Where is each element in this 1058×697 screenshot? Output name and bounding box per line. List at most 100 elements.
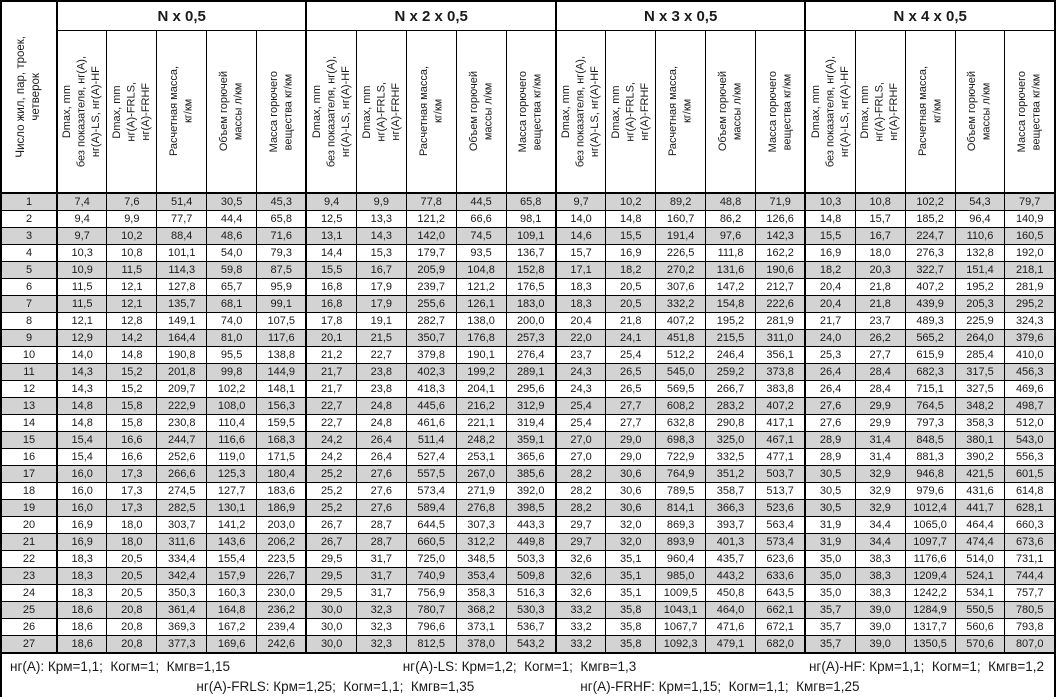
cell: 14,2 <box>106 329 158 347</box>
cell: 138,8 <box>256 346 307 364</box>
cell: 30,6 <box>605 482 657 500</box>
cell: 27,6 <box>355 465 407 483</box>
cell: 138,0 <box>455 312 507 330</box>
cell: 27,7 <box>854 346 906 364</box>
cell: 226,7 <box>256 567 307 585</box>
cell: 87,5 <box>256 261 307 279</box>
cell: 545,0 <box>655 363 707 381</box>
table-row: 26 18,6 20,8 369,3 167,2 239,4 30,0 32,3 796,6 37… <box>0 618 1056 636</box>
cell: 780,5 <box>1004 601 1056 619</box>
cell: 401,3 <box>705 533 756 551</box>
cell: 167,2 <box>206 618 258 636</box>
cell: 77,8 <box>405 192 457 211</box>
cell: 201,8 <box>156 363 208 381</box>
cell: 276,3 <box>904 244 956 262</box>
cell: 266,6 <box>156 465 208 483</box>
cell: 110,4 <box>206 414 258 432</box>
table-row: 17 16,0 17,3 266,6 125,3 180,4 25,2 27,6 557,5 26… <box>0 465 1056 483</box>
cell: 160,7 <box>655 210 707 228</box>
cell: 534,1 <box>954 584 1006 602</box>
footnote-line-2: нг(A)-FRLS: Крм=1,25; Когм=1,1; Кмгв=1,3… <box>2 677 1054 697</box>
cell: 107,5 <box>256 312 307 330</box>
cell: 443,2 <box>705 567 756 585</box>
cell: 445,6 <box>405 397 457 415</box>
cell: 20,4 <box>554 312 607 330</box>
cell: 32,6 <box>554 567 607 585</box>
cell: 509,8 <box>505 567 557 585</box>
cell: 169,6 <box>206 635 258 654</box>
cell: 11,5 <box>106 261 158 279</box>
cell: 307,3 <box>455 516 507 534</box>
cell: 44,4 <box>206 210 258 228</box>
cell: 30,0 <box>305 618 357 636</box>
cell: 28,2 <box>554 482 607 500</box>
column-header: Масса горючего вещества кг/км <box>1004 30 1056 194</box>
cell: 303,7 <box>156 516 208 534</box>
row-number: 11 <box>0 363 58 381</box>
cell: 257,3 <box>505 329 557 347</box>
cell: 18,6 <box>56 635 108 654</box>
cell: 368,2 <box>455 601 507 619</box>
row-number: 12 <box>0 380 58 398</box>
cell: 35,0 <box>804 584 856 602</box>
cell: 410,0 <box>1004 346 1056 364</box>
cell: 27,0 <box>554 431 607 449</box>
cell: 24,1 <box>605 329 657 347</box>
cell: 23,8 <box>355 363 407 381</box>
cell: 12,1 <box>106 278 158 296</box>
cell: 126,6 <box>754 210 806 228</box>
cell: 601,5 <box>1004 465 1056 483</box>
cell: 205,9 <box>405 261 457 279</box>
cell: 869,3 <box>655 516 707 534</box>
cell: 140,9 <box>1004 210 1056 228</box>
cell: 27,7 <box>605 414 657 432</box>
cell: 162,2 <box>754 244 806 262</box>
group-header-row: Число жил, пар, троек, четверок N x 0,5 N… <box>0 0 1056 194</box>
cell: 514,0 <box>954 550 1006 568</box>
row-number: 21 <box>0 533 58 551</box>
cell: 215,5 <box>705 329 756 347</box>
cell: 71,9 <box>754 192 806 211</box>
cell: 95,5 <box>206 346 258 364</box>
cell: 319,4 <box>505 414 557 432</box>
cell: 244,7 <box>156 431 208 449</box>
cell: 32,3 <box>355 618 407 636</box>
row-number: 13 <box>0 397 58 415</box>
cell: 191,4 <box>655 227 707 245</box>
cell: 14,4 <box>305 244 357 262</box>
cell: 114,3 <box>156 261 208 279</box>
cell: 379,8 <box>405 346 457 364</box>
cell: 121,2 <box>405 210 457 228</box>
table-row: 12 14,3 15,2 209,7 102,2 148,1 21,7 23,8 418,3 20… <box>0 380 1056 398</box>
cell: 102,2 <box>904 192 956 211</box>
column-header-label: Dmax, mm нг(A)-FRLS, нг(A)-FRHF <box>360 81 402 142</box>
cell: 102,2 <box>206 380 258 398</box>
cell: 31,4 <box>854 431 906 449</box>
cell: 111,8 <box>705 244 756 262</box>
cell: 643,5 <box>754 584 806 602</box>
cell: 130,1 <box>206 499 258 517</box>
cell: 34,4 <box>854 516 906 534</box>
cell: 359,1 <box>505 431 557 449</box>
cell: 307,6 <box>655 278 707 296</box>
cell: 17,3 <box>106 465 158 483</box>
cell: 30,5 <box>206 192 258 211</box>
cell: 570,6 <box>954 635 1006 654</box>
row-count-header: Число жил, пар, троек, четверок <box>0 0 58 194</box>
cell: 385,6 <box>505 465 557 483</box>
cell: 224,7 <box>904 227 956 245</box>
cell: 17,3 <box>106 482 158 500</box>
cell: 358,7 <box>705 482 756 500</box>
cell: 373,8 <box>754 363 806 381</box>
cell: 513,7 <box>754 482 806 500</box>
column-header: Dmax, mm нг(A)-FRLS, нг(A)-FRHF <box>355 30 407 194</box>
cell: 20,5 <box>605 295 657 313</box>
cell: 147,2 <box>705 278 756 296</box>
cell: 10,2 <box>605 192 657 211</box>
cell: 25,2 <box>305 465 357 483</box>
footnote: нг(A)-HF: Крм=1,1; Когм=1; Кмгв=1,2 <box>808 659 1044 674</box>
cell: 74,5 <box>455 227 507 245</box>
row-number: 23 <box>0 567 58 585</box>
column-header: Объем горючей массы л/км <box>954 30 1006 194</box>
cell: 180,4 <box>256 465 307 483</box>
